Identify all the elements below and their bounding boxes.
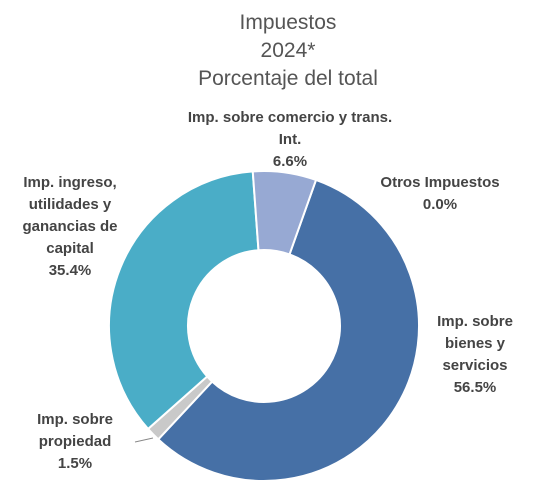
chart-caption: Porcentaje del total [198, 67, 378, 90]
donut-slice [108, 170, 260, 431]
slice-name: Otros Impuestos [380, 174, 500, 191]
slice-label: Imp. sobre comercio y trans. Int. 6.6% [175, 107, 405, 173]
slice-name: Imp. sobre bienes y servicios [437, 313, 513, 374]
chart-subtitle: 2024* [260, 39, 316, 62]
slice-name: Imp. ingreso, utilidades y ganancias de … [22, 174, 118, 257]
slice-name: Imp. sobre propiedad [37, 411, 113, 450]
slice-label: Imp. sobre bienes y servicios 56.5% [418, 311, 532, 399]
donut-slice [251, 170, 318, 256]
slice-name: Imp. sobre comercio y trans. Int. [187, 109, 393, 148]
slice-label: Otros Impuestos 0.0% [340, 172, 537, 216]
slice-label: Imp. ingreso, utilidades y ganancias de … [0, 172, 140, 282]
slice-value: 56.5% [453, 379, 497, 396]
slice-value: 35.4% [48, 262, 92, 279]
slice-label: Imp. sobre propiedad 1.5% [20, 409, 130, 475]
chart-title: Impuestos [239, 11, 337, 34]
leader-line [134, 437, 154, 443]
slice-value: 6.6% [272, 153, 308, 170]
slice-value: 1.5% [57, 455, 93, 472]
donut-slice [156, 178, 420, 481]
slice-value: 0.0% [422, 196, 458, 213]
